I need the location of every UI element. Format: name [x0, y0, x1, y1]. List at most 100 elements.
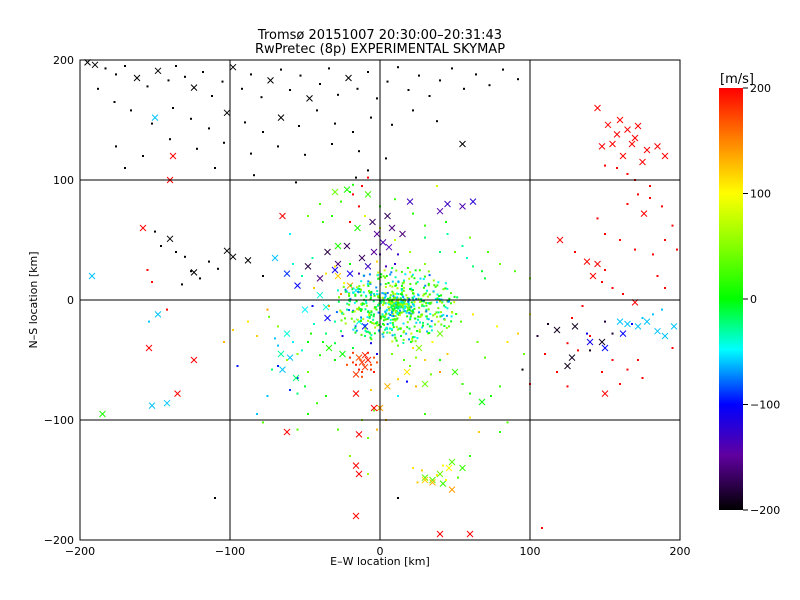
data-point-dot [354, 294, 357, 297]
data-point-dot [406, 315, 409, 318]
data-point-dot [307, 341, 309, 343]
data-point-dot [349, 263, 351, 265]
data-point-dot [384, 314, 387, 317]
data-point-dot [295, 181, 297, 184]
data-point-dot [391, 334, 394, 337]
data-point-dot [402, 331, 405, 334]
data-point-dot [445, 314, 448, 317]
data-point-dot [356, 308, 359, 311]
data-point-dot [367, 330, 370, 333]
data-point-dot [394, 306, 397, 309]
data-point-cross [568, 354, 576, 361]
data-point-cross [306, 95, 313, 102]
data-point-dot [411, 310, 414, 313]
data-point-dot [425, 301, 428, 304]
data-point-dot [366, 316, 369, 319]
data-point-dot [440, 294, 443, 297]
data-point-dot [337, 428, 339, 431]
data-point-dot [307, 215, 309, 217]
data-point-dot [355, 286, 358, 289]
data-point-dot [356, 318, 359, 321]
data-point-dot [422, 305, 425, 308]
data-point-dot [351, 288, 354, 291]
data-point-cross [436, 207, 444, 215]
data-point-dot [441, 314, 444, 317]
data-point-dot [115, 145, 117, 148]
data-point-dot [376, 324, 379, 327]
data-point-cross [345, 74, 352, 82]
data-point-dot [469, 416, 471, 419]
data-point-dot [266, 308, 269, 311]
data-point-dot [417, 311, 420, 314]
data-point-dot [439, 79, 441, 82]
data-point-dot [423, 293, 426, 296]
data-point-dot [394, 319, 397, 322]
data-point-dot [426, 302, 429, 305]
data-point-dot [397, 327, 400, 330]
data-point-dot [377, 294, 380, 297]
data-point-cross [616, 318, 624, 325]
data-point-dot [372, 322, 375, 325]
data-point-dot [446, 233, 449, 235]
data-point-dot [435, 311, 438, 314]
data-point-dot [402, 281, 405, 284]
data-point-dot [389, 273, 392, 276]
data-point-dot [438, 295, 441, 298]
data-point-dot [362, 291, 365, 294]
data-point-dot [429, 312, 432, 315]
data-point-cross [583, 258, 591, 265]
data-point-dot [368, 315, 371, 318]
data-point-dot [253, 174, 255, 177]
data-point-dot [408, 311, 411, 314]
data-point-dot [368, 331, 371, 334]
data-point-dot [406, 326, 409, 329]
data-point-dot [506, 421, 509, 424]
data-point-dot [434, 323, 437, 326]
data-point-dot [391, 353, 393, 355]
data-point-cross [586, 338, 594, 346]
data-point-dot [319, 83, 321, 85]
data-point-dot [388, 298, 391, 301]
data-point-dot [427, 318, 430, 321]
data-point-cross [379, 239, 387, 246]
data-point-cross [151, 114, 159, 121]
data-point-dot [386, 291, 389, 294]
data-point-cross [406, 198, 414, 205]
data-point-dot [413, 325, 416, 328]
data-point-cross [613, 131, 621, 138]
data-point-dot [408, 298, 411, 301]
data-point-cross [553, 326, 561, 334]
data-point-dot [454, 251, 456, 253]
data-point-dot [402, 341, 405, 344]
data-point-dot [360, 308, 363, 311]
data-point-cross [352, 390, 360, 397]
data-point-dot [319, 354, 321, 357]
data-point-dot [349, 356, 351, 359]
data-point-dot [316, 402, 318, 405]
data-point-dot [420, 297, 423, 300]
data-point-dot [397, 303, 400, 306]
data-point-dot [344, 322, 347, 325]
data-point-dot [410, 275, 413, 278]
data-point-dot [437, 307, 440, 310]
data-point-cross [190, 269, 198, 276]
data-point-dot [439, 251, 441, 253]
data-point-dot [421, 300, 424, 303]
data-point-cross [571, 323, 579, 330]
data-point-dot [368, 273, 371, 276]
data-point-dot [325, 272, 327, 275]
data-point-cross [294, 282, 301, 289]
data-point-dot [419, 300, 422, 303]
data-point-dot [146, 269, 149, 271]
data-point-dot [437, 320, 440, 323]
data-point-dot [221, 80, 224, 83]
data-point-dot [422, 278, 425, 281]
data-point-cross [661, 332, 669, 340]
data-point-dot [394, 263, 396, 265]
data-point-dot [355, 329, 358, 332]
data-point-cross [448, 458, 456, 466]
data-point-dot [469, 455, 471, 457]
data-point-dot [423, 275, 426, 278]
